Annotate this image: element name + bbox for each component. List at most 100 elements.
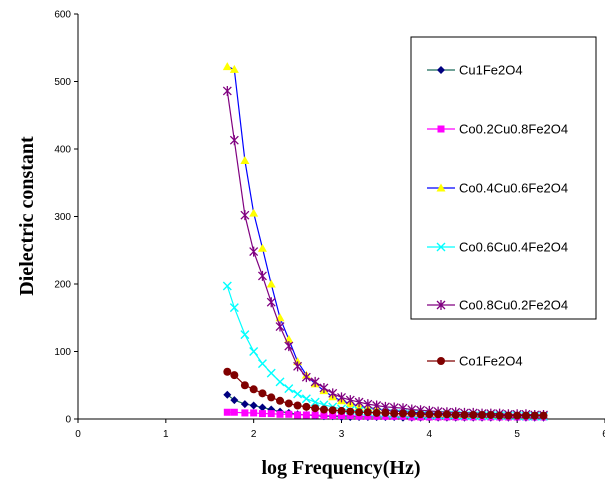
data-point (486, 410, 495, 419)
legend-label: Co1Fe2O4 (459, 354, 523, 369)
data-point (250, 409, 258, 417)
data-point (521, 411, 530, 420)
data-point (284, 384, 294, 394)
data-point (240, 155, 250, 164)
data-point (284, 341, 294, 352)
data-point (294, 411, 302, 419)
legend-marker (436, 242, 446, 252)
data-point (266, 368, 276, 378)
data-point (258, 389, 267, 398)
data-point (240, 330, 250, 340)
data-point (310, 397, 320, 407)
data-point (230, 396, 239, 405)
legend-item: Co1Fe2O4 (427, 354, 523, 369)
data-point (249, 401, 258, 410)
data-point (257, 243, 267, 252)
data-point (301, 372, 311, 383)
data-point (222, 62, 232, 71)
data-point (258, 410, 266, 418)
data-point (539, 411, 548, 420)
data-point (293, 389, 303, 399)
data-point (293, 357, 303, 366)
data-point (267, 393, 276, 402)
data-point (249, 385, 258, 394)
legend-marker (437, 357, 445, 365)
data-point (293, 401, 302, 410)
data-point (230, 371, 239, 380)
x-axis-title: log Frequency(Hz) (261, 457, 420, 479)
data-point (398, 409, 407, 418)
data-point (442, 410, 451, 419)
data-point (451, 410, 460, 419)
data-point (257, 270, 267, 281)
legend-marker (437, 125, 445, 133)
data-point (249, 246, 259, 257)
y-tick-label: 400 (54, 145, 71, 156)
x-tick-label: 5 (514, 429, 520, 440)
data-point (345, 395, 355, 406)
legend-item: Co0.2Cu0.8Fe2O4 (427, 122, 568, 137)
legend-label: Co0.6Cu0.4Fe2O4 (459, 240, 568, 255)
x-tick-label: 4 (427, 429, 433, 440)
data-point (364, 412, 372, 420)
data-point (329, 412, 337, 420)
data-point (530, 411, 539, 420)
data-point (469, 410, 478, 419)
legend-item: Co0.6Cu0.4Fe2O4 (427, 240, 568, 255)
data-point (302, 402, 311, 411)
data-point (311, 411, 319, 419)
data-point (372, 408, 381, 417)
data-point (229, 135, 239, 146)
legend-marker (436, 300, 446, 310)
data-point (495, 411, 504, 420)
data-point (267, 410, 275, 418)
legend-label: Co0.8Cu0.2Fe2O4 (459, 298, 568, 313)
data-point (460, 410, 469, 419)
data-point (478, 410, 487, 419)
x-tick-label: 0 (75, 429, 81, 440)
data-point (319, 405, 328, 414)
legend-item: Co0.8Cu0.2Fe2O4 (427, 298, 568, 313)
data-point (355, 412, 363, 420)
x-tick-label: 1 (163, 429, 169, 440)
data-point (354, 397, 364, 408)
data-point (257, 359, 267, 369)
data-point (229, 64, 239, 73)
data-point (363, 408, 372, 417)
data-point (381, 408, 390, 417)
y-tick-label: 600 (54, 10, 71, 21)
data-point (346, 407, 355, 416)
legend-marker (437, 66, 445, 74)
x-tick-label: 2 (251, 429, 257, 440)
data-point (249, 208, 259, 217)
data-point (222, 85, 232, 96)
data-point (513, 411, 522, 420)
data-point (328, 388, 338, 399)
data-point (222, 281, 232, 291)
data-point (310, 376, 320, 387)
data-point (276, 410, 284, 418)
data-point (355, 408, 364, 417)
x-tick-label: 6 (602, 429, 605, 440)
data-point (241, 409, 249, 417)
data-point (276, 396, 285, 405)
data-point (266, 297, 276, 308)
data-point (337, 406, 346, 415)
data-point (240, 210, 250, 221)
data-point (285, 410, 293, 418)
data-point (223, 390, 232, 399)
legend-box (410, 36, 597, 320)
data-point (284, 399, 293, 408)
data-point (328, 406, 337, 415)
data-point (390, 409, 399, 418)
legend: Cu1Fe2O4 Co0.2Cu0.8Fe2O4 Co0.4Cu0.6Fe2O4 Co… (410, 36, 597, 369)
data-point (504, 411, 513, 420)
data-point (223, 367, 232, 376)
y-tick-label: 200 (54, 280, 71, 291)
y-tick-label: 300 (54, 212, 71, 223)
data-point (407, 409, 416, 418)
axes: 0 100 200 300 400 500 600 0 1 2 3 4 5 6 (54, 10, 605, 440)
data-point (249, 347, 259, 356)
data-point (293, 361, 303, 372)
